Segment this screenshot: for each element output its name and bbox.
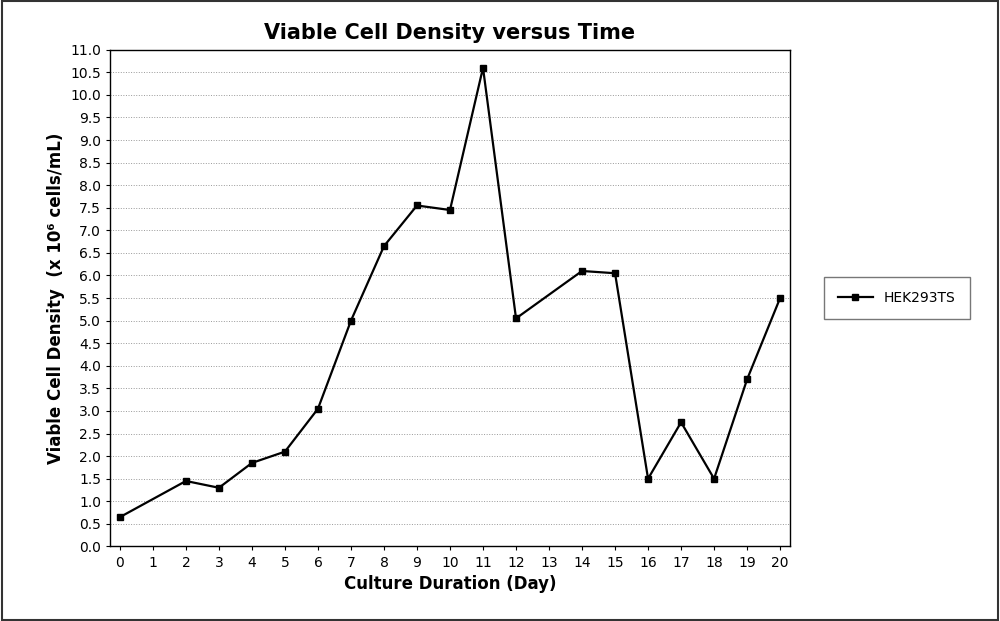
HEK293TS — [774, 294, 786, 302]
Y-axis label: Viable Cell Density  (x 10⁶ cells/mL): Viable Cell Density (x 10⁶ cells/mL) — [47, 132, 65, 464]
HEK293TS — [609, 270, 621, 277]
HEK293TS — [378, 242, 390, 250]
HEK293TS — [642, 475, 654, 483]
HEK293TS — [246, 459, 258, 466]
HEK293TS — [708, 475, 720, 483]
Line: HEK293TS: HEK293TS — [116, 64, 784, 520]
Legend: HEK293TS: HEK293TS — [824, 277, 970, 319]
HEK293TS — [279, 448, 291, 455]
HEK293TS — [576, 267, 588, 274]
HEK293TS — [312, 405, 324, 412]
HEK293TS — [675, 419, 687, 426]
HEK293TS — [345, 317, 357, 324]
HEK293TS — [411, 202, 423, 209]
X-axis label: Culture Duration (Day): Culture Duration (Day) — [344, 575, 556, 593]
HEK293TS — [477, 64, 489, 71]
HEK293TS — [114, 514, 126, 521]
Title: Viable Cell Density versus Time: Viable Cell Density versus Time — [264, 22, 636, 43]
HEK293TS — [180, 478, 192, 485]
HEK293TS — [741, 376, 753, 383]
HEK293TS — [444, 206, 456, 214]
HEK293TS — [510, 315, 522, 322]
HEK293TS — [213, 484, 225, 491]
